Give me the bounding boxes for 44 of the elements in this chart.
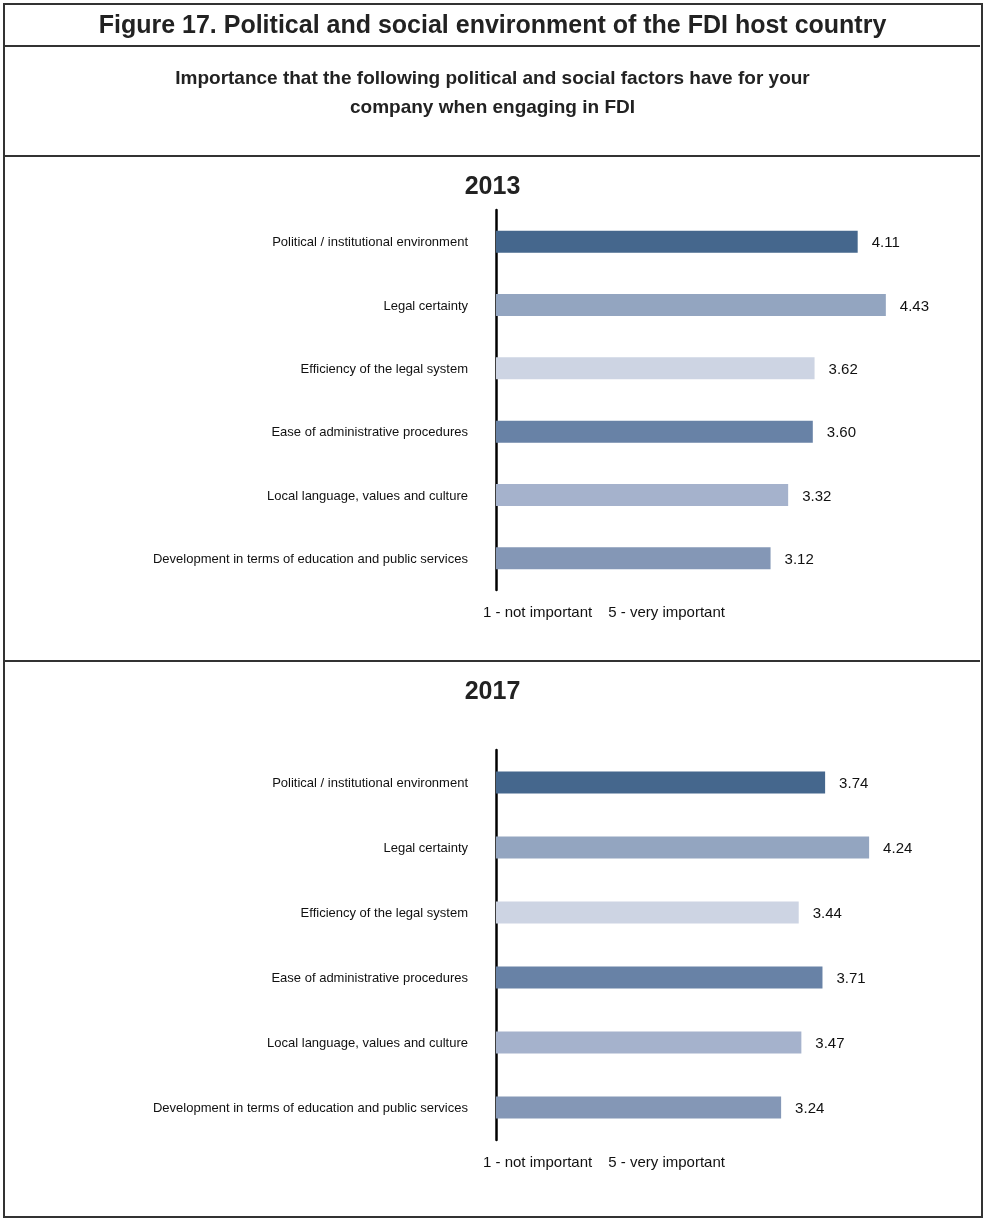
data-label: 3.62 xyxy=(828,359,858,377)
bar xyxy=(496,357,815,380)
y-tick-label: Efficiency of the legal system xyxy=(300,360,468,376)
bar xyxy=(496,966,823,989)
y-tick-label: Local language, values and culture xyxy=(267,1035,468,1050)
chart-title: 2013 xyxy=(463,171,522,200)
data-label: 3.47 xyxy=(815,1034,845,1051)
bar xyxy=(496,420,813,443)
bar xyxy=(496,1096,782,1119)
data-label: 3.24 xyxy=(795,1099,825,1116)
data-label: 3.74 xyxy=(839,774,869,791)
chart-title: 2017 xyxy=(463,676,522,705)
y-tick-label: Political / institutional environment xyxy=(272,234,469,250)
y-tick-label: Political / institutional environment xyxy=(272,775,469,790)
text: 1 - not important xyxy=(483,603,593,620)
data-label: 3.32 xyxy=(802,486,832,504)
bar xyxy=(496,1031,802,1054)
y-tick-label: Ease of administrative procedures xyxy=(271,970,469,985)
data-label: 3.60 xyxy=(826,423,856,441)
bar xyxy=(496,547,771,570)
bar xyxy=(496,836,870,859)
y-tick-label: Development in terms of education and public services xyxy=(152,1100,469,1115)
data-label: 4.11 xyxy=(871,233,900,251)
data-label: 3.71 xyxy=(836,969,866,986)
y-tick-label: Legal certainty xyxy=(383,297,469,313)
bar xyxy=(496,484,789,506)
y-tick-label: Legal certainty xyxy=(383,840,469,855)
text: 1 - not important xyxy=(483,1153,593,1170)
text: Figure 17. Political and social environment of the FDI host country xyxy=(5,3,980,47)
text: 5 - very important xyxy=(608,603,725,620)
y-tick-label: Ease of administrative procedures xyxy=(271,424,469,440)
data-label: 4.43 xyxy=(899,296,930,314)
bar xyxy=(496,230,858,253)
y-tick-label: Efficiency of the legal system xyxy=(300,905,468,920)
data-label: 4.24 xyxy=(883,839,913,856)
data-label: 3.44 xyxy=(812,904,842,921)
data-label: 3.12 xyxy=(784,549,814,567)
bar xyxy=(496,901,799,924)
bar xyxy=(496,294,886,316)
y-tick-label: Local language, values and culture xyxy=(267,487,468,503)
y-tick-label: Development in terms of education and public services xyxy=(152,550,469,566)
text: Importance that the following political and social factors have for your company when engaging in FDI xyxy=(174,66,811,119)
text: 5 - very important xyxy=(608,1153,725,1170)
bar xyxy=(496,771,826,794)
